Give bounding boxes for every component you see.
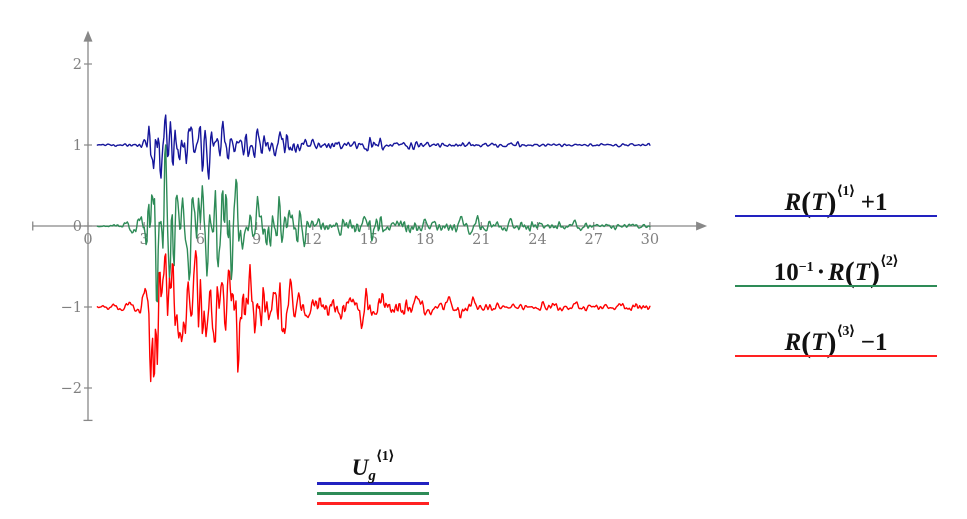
ground-motion-line-blue [317,482,429,485]
y-tick-label: 1 [73,138,82,154]
x-axis-arrow [696,221,708,231]
x-tick-label: 0 [83,232,92,248]
ground-motion-label: Ug ⟨1⟩ [317,436,429,484]
trace-blue [96,114,651,180]
y-tick-label: −2 [61,381,82,397]
symbol-U: U [351,455,369,480]
x-tick-label: 3 [140,232,149,248]
ground-motion-line-green [317,492,429,495]
x-tick-label: 12 [304,232,322,248]
y-axis-arrow [83,30,93,42]
y-tick-label: −1 [61,300,82,316]
x-tick-label: 24 [528,232,546,248]
ground-motion-legend: Ug ⟨1⟩ [317,436,429,512]
x-tick-label: 30 [641,232,659,248]
x-tick-label: 27 [584,232,602,248]
trace-red [96,250,651,383]
subscript-g: g [368,468,376,484]
y-tick-label: 2 [73,57,82,73]
trace-green [96,144,651,303]
x-tick-label: 15 [360,232,378,248]
x-tick-label: 6 [196,232,205,248]
ground-motion-line-red [317,502,429,505]
y-tick-label: 0 [73,219,82,235]
x-tick-label: 18 [416,232,434,248]
x-tick-label: 9 [252,232,261,248]
x-tick-label: 21 [472,232,490,248]
component-index: ⟨1⟩ [375,449,395,464]
